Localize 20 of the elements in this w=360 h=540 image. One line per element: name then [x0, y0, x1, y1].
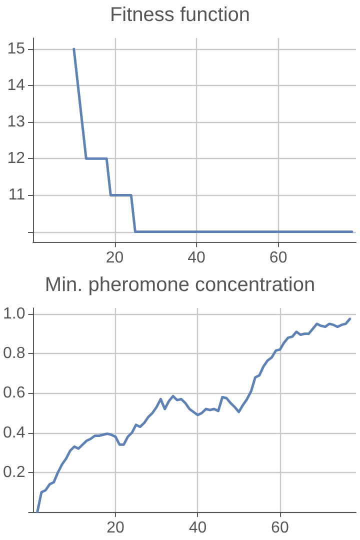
- line-series: [72, 48, 354, 234]
- y-tick-label: 0.8: [2, 345, 26, 362]
- y-tick-label: 0.4: [2, 424, 26, 442]
- y-tick-label: 14: [7, 77, 26, 94]
- x-tick-label: 20: [106, 250, 124, 266]
- line-series: [36, 318, 352, 514]
- y-tick-label: 11: [8, 186, 26, 204]
- chart-title: Fitness function: [110, 4, 250, 26]
- x-tick-label: 40: [188, 250, 206, 266]
- chart-title: Min. pheromone concentration: [44, 274, 316, 296]
- y-tick-label: 15: [7, 40, 26, 58]
- y-tick-label: 12: [7, 150, 26, 168]
- x-tick-label: 40: [188, 520, 207, 536]
- x-tick-label: 20: [106, 520, 124, 536]
- y-tick-label: 0.6: [2, 384, 26, 402]
- x-tick-label: 60: [269, 250, 288, 266]
- y-tick-label: 13: [7, 114, 26, 131]
- y-tick-label: 0.2: [2, 464, 26, 481]
- x-tick-label: 60: [271, 520, 289, 536]
- y-tick-label: 1.0: [2, 305, 26, 322]
